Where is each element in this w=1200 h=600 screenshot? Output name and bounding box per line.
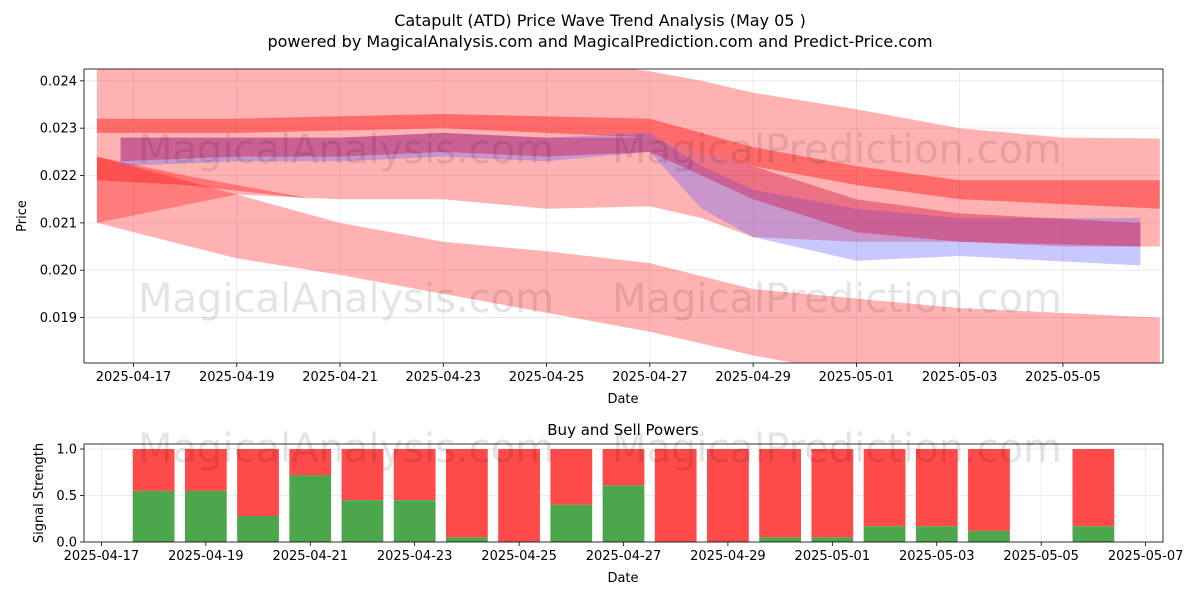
watermark-text: MagicalPrediction.com [612, 127, 1062, 173]
band-wave-red [120, 132, 1141, 247]
price-xlabel: Date [607, 392, 638, 407]
sell-bar [915, 449, 958, 527]
sell-bar [498, 449, 540, 542]
sell-bar [341, 449, 384, 501]
watermark-text: MagicalAnalysis.com [138, 276, 554, 322]
buy-bar [968, 530, 1010, 542]
sell-bar [393, 449, 436, 501]
x-tick-label: 2025-04-27 [586, 549, 662, 564]
y-tick-label: 0.5 [56, 489, 77, 504]
x-tick-label: 2025-04-21 [302, 370, 378, 385]
buy-bar [915, 526, 958, 542]
price-chart: 2025-04-17 2025-04-19 2025-04-21 2025-04-23… [40, 68, 1164, 385]
x-tick-label: 2025-04-27 [612, 370, 688, 385]
price-ylabel: Price [15, 200, 30, 232]
buy-bar [132, 490, 175, 542]
x-tick-label: 2025-04-19 [168, 549, 244, 564]
y-tick-label: 0.021 [40, 216, 77, 231]
buy-bar [341, 500, 384, 542]
y-tick-label: 0.023 [40, 122, 77, 137]
y-tick-label: 0.024 [40, 74, 77, 89]
sell-bar [863, 449, 906, 527]
x-tick-label: 2025-05-07 [1108, 549, 1184, 564]
buy-bar [184, 490, 227, 542]
x-tick-label: 2025-04-17 [64, 549, 140, 564]
buy-bar [811, 537, 854, 542]
sell-bar [811, 449, 854, 538]
watermark-text: MagicalAnalysis.com [138, 426, 554, 472]
buy-bar [759, 537, 802, 542]
buy-bar [1072, 526, 1115, 542]
signal-ylabel: Signal Strength [32, 443, 47, 543]
y-tick-label: 0.019 [40, 311, 77, 326]
y-tick-label: 1.0 [56, 443, 77, 458]
band-diagonal [96, 156, 315, 200]
watermark-text: MagicalPrediction.com [612, 276, 1062, 322]
sell-bar [968, 449, 1010, 531]
sell-bar [445, 449, 488, 538]
plot-frame [83, 443, 1164, 543]
signal-xlabel: Date [607, 571, 638, 586]
x-tick-label: 2025-05-01 [819, 370, 895, 385]
x-tick-label: 2025-05-05 [1003, 549, 1079, 564]
band-outer-upper [96, 69, 1160, 247]
sell-bar [602, 449, 645, 486]
sell-bar [707, 449, 749, 542]
buy-bar [863, 526, 906, 542]
signal-chart: 2025-04-17 2025-04-19 2025-04-21 2025-04-23… [56, 426, 1183, 564]
y-tick-label: 0.0 [56, 536, 77, 551]
band-wave-blue [120, 132, 1141, 266]
x-tick-label: 2025-05-05 [1025, 370, 1101, 385]
x-tick-label: 2025-04-25 [509, 370, 585, 385]
band-outer-lower [96, 156, 1160, 363]
buy-bar [289, 475, 332, 542]
x-tick-label: 2025-04-19 [199, 370, 275, 385]
sell-bar [184, 449, 227, 491]
sell-bar [550, 449, 593, 505]
sell-bar [654, 449, 697, 542]
y-tick-label: 0.022 [40, 169, 77, 184]
chart-title: Catapult (ATD) Price Wave Trend Analysis… [394, 11, 806, 30]
buy-bar [393, 500, 436, 542]
x-tick-label: 2025-04-23 [406, 370, 482, 385]
x-tick-label: 2025-04-17 [96, 370, 172, 385]
buy-bar [550, 504, 593, 542]
sell-bar [289, 449, 332, 476]
buy-bar [602, 485, 645, 542]
x-tick-label: 2025-04-29 [715, 370, 791, 385]
bands [96, 69, 1160, 363]
watermark: MagicalAnalysis.com MagicalPrediction.com [138, 127, 1062, 173]
x-tick-label: 2025-04-29 [690, 549, 766, 564]
buy-bar [237, 515, 279, 542]
watermark: MagicalAnalysis.com MagicalPrediction.com [138, 426, 1062, 472]
sell-bar [237, 449, 279, 516]
watermark: MagicalAnalysis.com MagicalPrediction.com [138, 276, 1062, 322]
buy-bar [445, 537, 488, 542]
y-tick-label: 0.020 [40, 264, 77, 279]
sell-bar [759, 449, 802, 538]
chart-subtitle: powered by MagicalAnalysis.com and Magic… [267, 32, 932, 51]
x-tick-label: 2025-05-03 [922, 370, 998, 385]
sell-bar [1072, 449, 1115, 527]
x-tick-label: 2025-05-01 [795, 549, 871, 564]
watermark-text: MagicalAnalysis.com [138, 127, 554, 173]
band-main-forecast [96, 114, 1160, 209]
x-tick-label: 2025-04-25 [481, 549, 557, 564]
x-tick-label: 2025-04-23 [377, 549, 453, 564]
x-tick-label: 2025-04-21 [272, 549, 348, 564]
signal-title: Buy and Sell Powers [547, 421, 699, 439]
plot-frame [83, 68, 1164, 364]
watermark-text: MagicalPrediction.com [612, 426, 1062, 472]
x-tick-label: 2025-05-03 [899, 549, 975, 564]
sell-bar [132, 449, 175, 491]
